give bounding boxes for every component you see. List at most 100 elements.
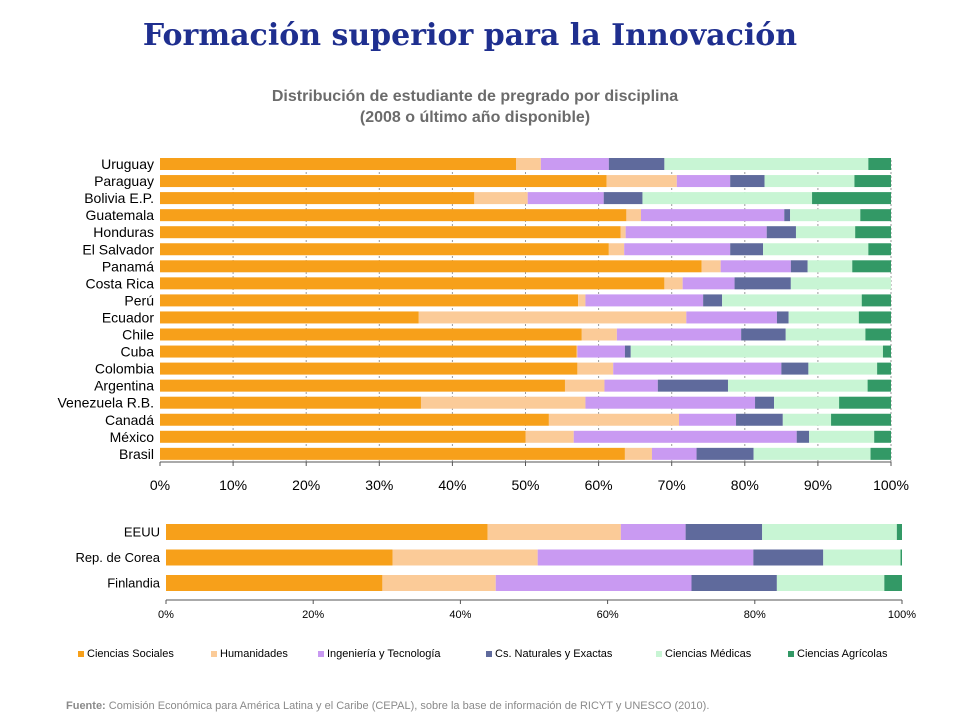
bar-segment-ciencias-medicas: [795, 226, 856, 239]
bar-segment-ciencias-agricolas: [858, 311, 891, 324]
chart-subtitle: Distribución de estudiante de pregrado p…: [175, 86, 775, 128]
bar-segment-humanidades: [474, 192, 528, 205]
bar-segment-ingenieria-y-tecnologia: [616, 328, 742, 341]
bar-segment-ciencias-sociales: [160, 345, 577, 358]
bar-segment-ciencias-medicas: [642, 192, 813, 205]
bar-segment-ciencias-agricolas: [884, 575, 902, 591]
category-label: Canadá: [105, 412, 154, 428]
x-tick-label: 60%: [597, 609, 619, 621]
bar-segment-ciencias-medicas: [808, 362, 878, 375]
category-label: Costa Rica: [86, 275, 155, 291]
legend-swatch: [656, 651, 662, 657]
bar-segment-ciencias-agricolas: [882, 345, 891, 358]
category-label: Colombia: [95, 361, 154, 377]
category-label: EEUU: [124, 525, 160, 540]
bar-segment-humanidades: [581, 328, 617, 341]
x-tick-label: 80%: [731, 477, 759, 493]
category-label: Ecuador: [102, 309, 154, 325]
legend-label: Ciencias Sociales: [87, 648, 174, 660]
legend-item-humanidades: Humanidades: [211, 648, 288, 660]
bar-segment-ciencias-sociales: [160, 209, 627, 222]
bar-segment-cs-naturales-y-exactas: [790, 260, 808, 273]
category-label: Rep. de Corea: [75, 550, 160, 565]
category-label: Guatemala: [86, 207, 155, 223]
bar-segment-humanidades: [515, 158, 541, 170]
bar-segment-ciencias-agricolas: [812, 192, 891, 205]
category-label: Paraguay: [94, 173, 154, 189]
bar-segment-humanidades: [577, 362, 614, 375]
bar-segment-ciencias-medicas: [753, 447, 871, 460]
bar-segment-ciencias-sociales: [160, 328, 582, 341]
bar-segment-ingenieria-y-tecnologia: [577, 345, 625, 358]
bar-segment-cs-naturales-y-exactas: [703, 294, 723, 307]
bar-segment-ciencias-agricolas: [839, 396, 891, 409]
bar-segment-ciencias-agricolas: [874, 430, 891, 443]
bar-segment-humanidades: [382, 575, 496, 591]
bar-segment-ciencias-sociales: [166, 575, 383, 591]
bar-segment-ciencias-agricolas: [861, 294, 891, 307]
bar-segment-cs-naturales-y-exactas: [730, 175, 765, 188]
bar-segment-humanidades: [420, 396, 586, 409]
x-tick-label: 40%: [449, 609, 471, 621]
bar-segment-cs-naturales-y-exactas: [736, 413, 783, 426]
bar-segment-ciencias-agricolas: [860, 209, 891, 222]
bar-segment-ingenieria-y-tecnologia: [495, 575, 692, 591]
page-title: Formación superior para la Innovación: [142, 18, 798, 53]
bar-segment-ciencias-medicas: [727, 379, 868, 392]
bar-segment-ciencias-sociales: [160, 379, 565, 392]
bar-segment-ciencias-sociales: [160, 396, 421, 409]
legend-item-ciencias-agricolas: Ciencias Agrícolas: [788, 648, 888, 660]
bar-segment-ingenieria-y-tecnologia: [604, 379, 658, 392]
legend-label: Cs. Naturales y Exactas: [495, 648, 613, 660]
category-label: Finlandia: [107, 576, 161, 591]
bar-segment-ciencias-medicas: [764, 175, 855, 188]
bar-segment-ciencias-sociales: [160, 294, 579, 307]
bar-segment-ciencias-medicas: [664, 158, 869, 170]
bar-segment-humanidades: [576, 345, 578, 358]
subtitle-line-2: (2008 o último año disponible): [359, 109, 591, 126]
bar-segment-ciencias-sociales: [160, 447, 625, 460]
bar-segment-humanidades: [392, 549, 538, 566]
source-label: Fuente:: [66, 700, 106, 712]
bar-segment-ingenieria-y-tecnologia: [585, 396, 756, 409]
bar-segment-ingenieria-y-tecnologia: [585, 294, 704, 307]
bar-segment-ciencias-sociales: [160, 362, 578, 375]
bar-segment-ciencias-medicas: [630, 345, 883, 358]
bar-segment-ciencias-agricolas: [854, 175, 891, 188]
legend: Ciencias Sociales Humanidades Ingeniería y…: [78, 648, 888, 660]
bar-segment-cs-naturales-y-exactas: [624, 345, 631, 358]
bar-segment-ingenieria-y-tecnologia: [620, 524, 686, 540]
bar-segment-cs-naturales-y-exactas: [781, 362, 809, 375]
legend-label: Ciencias Médicas: [665, 648, 752, 660]
bar-segment-ciencias-agricolas: [868, 243, 891, 256]
bar-segment-humanidades: [664, 277, 683, 290]
bar-segment-ciencias-medicas: [785, 328, 866, 341]
bar-segment-ingenieria-y-tecnologia: [686, 311, 777, 324]
bar-segment-humanidades: [418, 311, 687, 324]
x-tick-label: 10%: [219, 477, 247, 493]
bar-segment-ciencias-sociales: [160, 413, 549, 426]
category-label: Panamá: [102, 258, 154, 274]
bar-segment-humanidades: [548, 413, 680, 426]
bar-segment-cs-naturales-y-exactas: [608, 158, 665, 170]
legend-item-ingenieria-y-tecnologia: Ingeniería y Tecnología: [318, 648, 441, 660]
bar-segment-ciencias-medicas: [823, 549, 901, 566]
category-label: El Salvador: [82, 241, 154, 257]
source-note: Fuente: Comisión Económica para América …: [66, 700, 709, 712]
x-tick-label: 50%: [511, 477, 539, 493]
x-tick-label: 0%: [158, 609, 174, 621]
bar-segment-cs-naturales-y-exactas: [766, 226, 796, 239]
bar-segment-cs-naturales-y-exactas: [685, 524, 763, 540]
bar-segment-ciencias-sociales: [160, 158, 516, 170]
bar-segment-ciencias-agricolas: [867, 379, 891, 392]
bar-segment-ingenieria-y-tecnologia: [540, 158, 609, 170]
bar-segment-cs-naturales-y-exactas: [691, 575, 777, 591]
legend-item-ciencias-sociales: Ciencias Sociales: [78, 648, 174, 660]
legend-swatch: [211, 651, 217, 657]
bar-segment-ciencias-agricolas: [900, 549, 902, 566]
bar-segment-ciencias-medicas: [776, 575, 885, 591]
category-label: Brasil: [119, 446, 154, 462]
bar-segment-ingenieria-y-tecnologia: [651, 447, 697, 460]
bar-segment-cs-naturales-y-exactas: [657, 379, 728, 392]
bar-segment-ciencias-medicas: [790, 277, 891, 290]
